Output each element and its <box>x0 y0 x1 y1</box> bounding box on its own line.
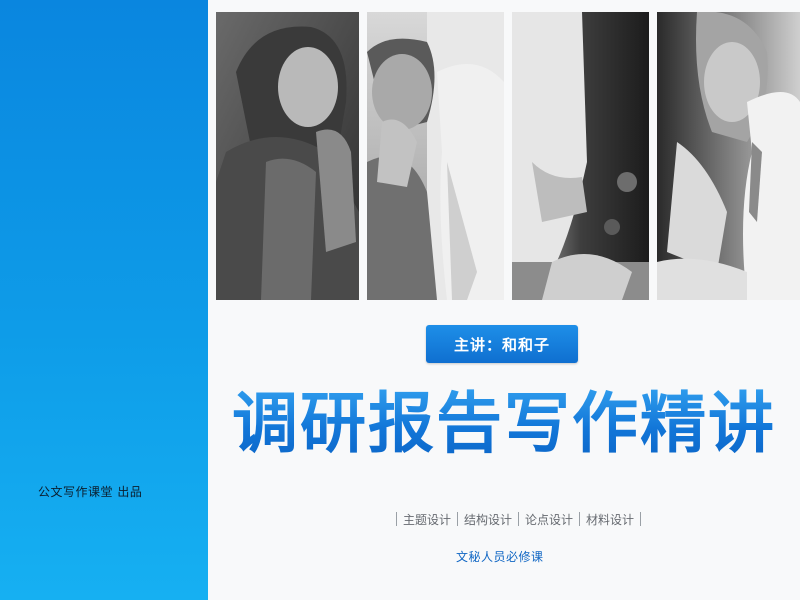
photo-woman-smiling <box>216 12 359 300</box>
topic-divider <box>640 512 642 526</box>
speaker-badge: 主讲：和和子 <box>426 325 578 363</box>
photo-man-laughing <box>367 12 504 300</box>
photo-man-standing <box>512 12 649 300</box>
topic-item: 论点设计 <box>525 512 574 527</box>
photo-strip <box>216 12 800 300</box>
topic-item: 结构设计 <box>464 512 513 527</box>
topic-divider <box>579 512 581 526</box>
topic-divider <box>518 512 520 526</box>
left-blue-panel: 公文写作课堂 出品 <box>0 0 208 600</box>
audience-label: 文秘人员必修课 <box>456 550 544 564</box>
topic-divider <box>457 512 459 526</box>
topic-item: 材料设计 <box>586 512 635 527</box>
publisher-label: 公文写作课堂 出品 <box>38 485 143 499</box>
topics-row: 主题设计 结构设计 论点设计 材料设计 <box>390 509 647 529</box>
topic-divider <box>396 512 397 526</box>
main-title: 调研报告写作精讲 <box>232 378 792 470</box>
photo-handshake <box>657 12 800 300</box>
topic-item: 主题设计 <box>403 512 452 527</box>
